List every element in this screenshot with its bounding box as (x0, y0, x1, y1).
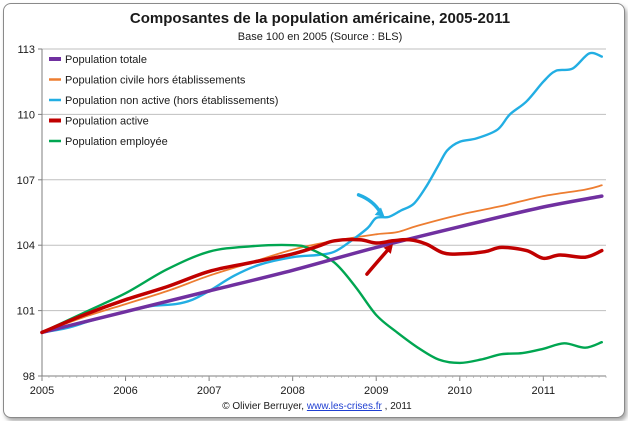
x-tick-label: 2007 (197, 385, 221, 397)
legend-label: Population totale (65, 54, 147, 66)
y-tick-label: 101 (17, 306, 35, 318)
y-tick-label: 113 (17, 44, 35, 56)
series-line-population-non-active-hors-etablissements (40, 51, 603, 334)
x-tick-label: 2008 (280, 385, 304, 397)
series-line-population-active (40, 237, 604, 335)
footer-credit: © Olivier Berruyer, www.les-crises.fr , … (222, 401, 412, 412)
chart-subtitle: Base 100 en 2005 (Source : BLS) (238, 31, 403, 43)
x-tick-label: 2011 (532, 385, 556, 397)
footer-year: , 2011 (385, 401, 412, 412)
legend-label: Population active (65, 116, 149, 128)
x-axis: 2005 2006 2007 2008 2009 2010 2011 (30, 375, 607, 397)
footer-link[interactable]: www.les-crises.fr (306, 401, 383, 412)
series-lines (40, 51, 604, 365)
chart-title: Composantes de la population américaine,… (130, 10, 510, 27)
annotation-arrow-shaft (365, 245, 393, 276)
legend-label: Population employée (65, 136, 168, 148)
y-axis: 98 101 104 107 110 113 (17, 44, 43, 383)
legend-label: Population non active (hors établissemen… (65, 95, 278, 107)
legend: Population totale Population civile hors … (49, 54, 278, 148)
x-tick-label: 2010 (448, 385, 472, 397)
series-line-population-totale (40, 194, 604, 335)
y-tick-label: 110 (17, 109, 35, 121)
x-tick-label: 2005 (30, 385, 54, 397)
x-tick-label: 2006 (113, 385, 137, 397)
annotation-arrow-head (383, 244, 393, 254)
annotation-arrow-head (374, 207, 385, 217)
x-tick-label: 2009 (364, 385, 388, 397)
series-line-population-employee (40, 243, 603, 365)
annotations (356, 193, 393, 276)
legend-label: Population civile hors établissements (65, 75, 246, 87)
y-tick-label: 104 (17, 240, 35, 252)
y-tick-label: 107 (17, 175, 35, 187)
footer-credit-text: © Olivier Berruyer, (222, 401, 304, 412)
y-tick-label: 98 (23, 371, 35, 383)
